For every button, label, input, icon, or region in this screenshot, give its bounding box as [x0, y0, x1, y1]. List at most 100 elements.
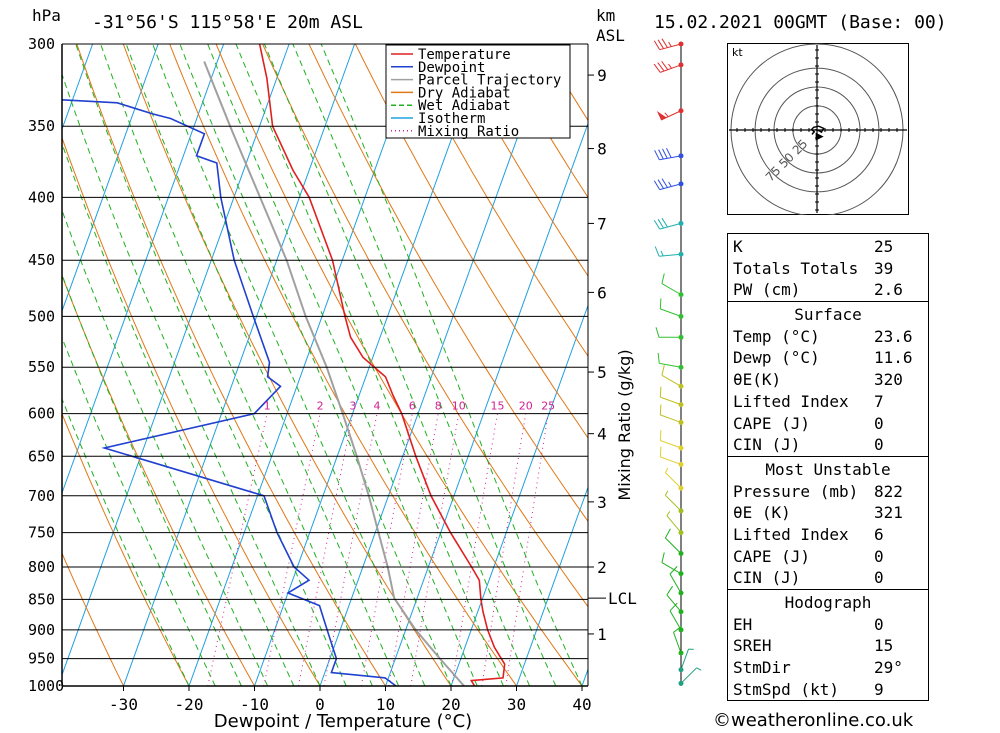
basic-index-row: Totals Totals 39 — [728, 258, 928, 280]
mixing-ratio-tick-label: 1 — [264, 400, 271, 413]
most-unstable-index-key: Pressure (mb) — [733, 481, 859, 501]
wind-barb-shaft — [673, 632, 682, 654]
most-unstable-index-value: 321 — [874, 503, 903, 523]
wind-barb-flag — [661, 273, 665, 284]
wind-barb-shaft — [665, 494, 682, 512]
hodograph-index-value: 29° — [874, 658, 903, 678]
most-unstable-index-key: CAPE (J) — [733, 546, 811, 566]
wind-barb-half-flag — [666, 511, 671, 516]
wind-barb-half-flag — [660, 250, 664, 256]
wind-barb-shaft — [669, 573, 682, 594]
wind-barb-flag — [661, 364, 665, 376]
most-unstable-index-value: 822 — [874, 481, 903, 501]
km-tick-label: 7 — [597, 214, 607, 233]
lcl-label: LCL — [608, 589, 637, 608]
wind-barb-flag — [659, 430, 662, 441]
km-tick-label: 6 — [597, 283, 607, 302]
isotherm-line — [123, 44, 356, 686]
mixing-ratio-line — [451, 413, 498, 686]
surface-index-key: CIN (J) — [733, 435, 801, 455]
hodograph-trace — [810, 125, 825, 135]
mixing-ratio-line — [263, 413, 321, 686]
x-tick-label: 30 — [507, 695, 526, 714]
wet-adiabat-line — [62, 72, 321, 686]
isotherm-line — [385, 122, 588, 686]
pressure-tick-label: 550 — [28, 358, 55, 376]
wind-barb-flag — [664, 528, 671, 539]
wind-barb-flag — [659, 298, 662, 309]
wind-barb-shaft — [666, 515, 682, 533]
dry-adiabat-line — [447, 44, 588, 277]
wind-barb-flag — [669, 566, 678, 575]
mixing-ratio-tick-label: 8 — [435, 400, 442, 413]
wind-barb-half-flag — [664, 467, 669, 473]
wet-adiabat-line — [152, 44, 426, 686]
wind-barb-flag — [657, 218, 665, 229]
most-unstable-index-value: 0 — [874, 568, 884, 588]
surface-index-row: CAPE (J) 0 — [728, 413, 928, 435]
dry-adiabat-line — [215, 44, 583, 686]
hodograph-index-key: EH — [733, 614, 753, 634]
isotherm-line — [516, 485, 588, 686]
most-unstable-index-value: 0 — [874, 546, 884, 566]
wind-barb-flag — [654, 150, 660, 160]
mixing-ratio-line — [207, 413, 268, 686]
x-axis-label: Dewpoint / Temperature (°C) — [214, 711, 472, 732]
wind-barb-shaft — [680, 667, 697, 684]
dry-adiabat-line — [354, 44, 588, 439]
km-tick-label: 1 — [597, 625, 607, 644]
dry-adiabat-line — [262, 44, 588, 608]
km-tick-label: 4 — [597, 425, 607, 444]
km-tick-label: 3 — [597, 493, 607, 512]
hodograph-storm-motion-marker — [815, 132, 824, 141]
isotherm-line — [62, 44, 225, 495]
mixing-ratio-tick-label: 10 — [452, 400, 466, 413]
wind-barb-flag — [661, 178, 668, 188]
legend-entry-label: Dry Adiabat — [418, 85, 511, 101]
basic-index-key: PW (cm) — [733, 280, 801, 300]
wet-adiabat-line — [125, 44, 400, 686]
mixing-ratio-tick-label: 2 — [317, 400, 324, 413]
wind-barb-flag — [655, 327, 660, 338]
wind-barb-shaft — [661, 374, 682, 387]
surface-index-row: Dewp (°C) 11.6 — [728, 347, 928, 369]
wind-barb-shaft — [660, 64, 682, 73]
basic-indices-box: K 25 Totals Totals 39 PW (cm) 2.6 — [728, 234, 928, 303]
wet-adiabat-line — [235, 44, 504, 686]
wind-barb-flag — [661, 38, 668, 48]
hodograph-index-value: 9 — [874, 679, 884, 699]
legend-box — [385, 44, 571, 139]
wind-barb-flag — [657, 352, 660, 364]
surface-index-row: CIN (J) 0 — [728, 434, 928, 456]
asl-unit-label: ASL — [596, 26, 625, 45]
most-unstable-index-row: Lifted Index 6 — [728, 524, 928, 546]
basic-index-key: K — [733, 237, 743, 256]
wet-adiabat-line — [207, 44, 478, 686]
basic-index-value: 39 — [874, 258, 894, 278]
wind-barb-shaft — [661, 562, 682, 575]
wind-barb-half-flag — [696, 667, 702, 671]
mixing-ratio-tick-label: 25 — [541, 400, 555, 413]
most-unstable-index-key: θE (K) — [733, 503, 791, 523]
wind-barb-flag — [657, 62, 665, 72]
wind-barb-shaft — [665, 537, 682, 554]
hodograph-unit-label: kt — [732, 46, 743, 59]
chart-header: hPa -31°56'S 115°58'E 20m ASL km ASL 15.… — [0, 0, 1000, 45]
pressure-tick-label: 400 — [28, 188, 55, 206]
wind-barb-flag — [653, 180, 661, 190]
wind-barb-shaft — [660, 396, 682, 406]
wind-barb-pennant — [656, 110, 667, 121]
most-unstable-index-key: Lifted Index — [733, 524, 849, 544]
wet-adiabat-line — [62, 208, 269, 686]
most-unstable-index-row: CIN (J) 0 — [728, 567, 928, 589]
mixing-ratio-line — [388, 413, 439, 686]
basic-index-value: 25 — [874, 237, 894, 256]
hodograph-index-row: SREH 15 — [728, 635, 928, 657]
surface-index-key: Dewp (°C) — [733, 348, 820, 368]
wet-adiabat-line — [62, 336, 216, 686]
wet-adiabat-line — [62, 273, 242, 686]
wind-barb-shaft — [659, 362, 682, 368]
dry-adiabat-line — [62, 412, 190, 686]
